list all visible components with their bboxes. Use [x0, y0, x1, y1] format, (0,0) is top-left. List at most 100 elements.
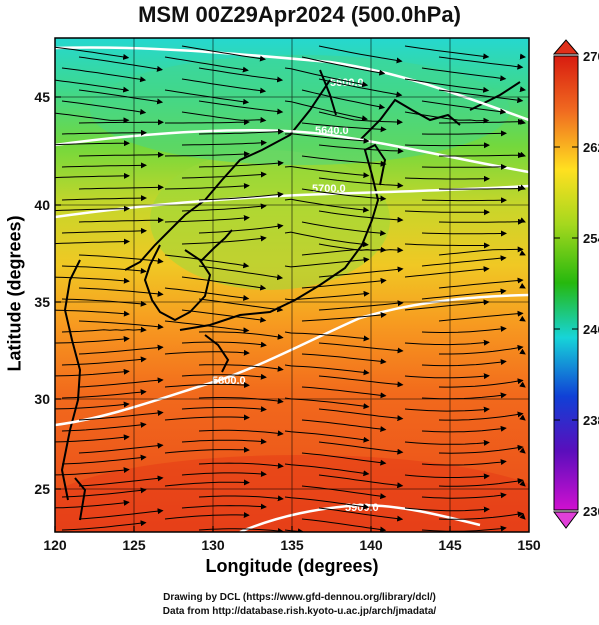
streamline — [78, 508, 164, 520]
colorbar-tick-262: 262 — [583, 140, 599, 155]
streamline — [421, 425, 507, 433]
streamline — [404, 45, 490, 60]
streamline — [164, 349, 250, 356]
streamline — [404, 175, 490, 182]
streamline — [181, 503, 267, 510]
streamline — [164, 446, 250, 454]
streamline — [61, 389, 147, 399]
streamline — [404, 339, 490, 346]
streamline — [421, 492, 507, 499]
streamline — [439, 344, 524, 355]
streamline — [438, 246, 524, 256]
streamline — [164, 254, 250, 269]
streamline — [421, 67, 507, 82]
streamline — [301, 122, 387, 133]
streamline — [55, 499, 130, 509]
streamline — [404, 506, 490, 513]
grid-lines — [55, 38, 529, 532]
streamline — [301, 312, 387, 322]
streamline — [438, 411, 524, 421]
streamline — [404, 473, 490, 480]
streamline — [301, 419, 387, 432]
streamline — [78, 151, 164, 158]
streamline — [78, 410, 164, 421]
streamline — [164, 182, 250, 190]
streamline — [284, 133, 370, 144]
streamline — [318, 408, 404, 422]
streamline — [78, 320, 164, 330]
colorbar-tick-270: 270 — [583, 49, 599, 64]
streamline — [55, 368, 130, 377]
streamline — [421, 525, 507, 532]
streamline — [78, 89, 164, 105]
streamline — [404, 78, 490, 93]
streamline — [164, 479, 250, 487]
streamline — [181, 309, 267, 323]
streamline — [164, 151, 250, 158]
streamline — [164, 56, 249, 73]
y-axis-ticks: 25 30 35 40 45 — [34, 89, 50, 497]
streamline — [55, 205, 130, 212]
streamline — [421, 255, 507, 267]
streamline — [284, 165, 370, 179]
y-tick-30: 30 — [34, 391, 50, 407]
streamline — [78, 287, 164, 297]
streamline — [284, 100, 368, 122]
streamline — [301, 89, 386, 110]
streamline — [318, 300, 404, 311]
streamline — [284, 67, 369, 88]
streamline — [61, 100, 147, 115]
x-axis-ticks: 120 125 130 135 140 145 150 — [43, 537, 541, 553]
x-tick-145: 145 — [438, 537, 462, 553]
colorbar-tick-246: 246 — [583, 322, 599, 337]
streamline — [61, 129, 147, 136]
streamline — [61, 162, 147, 169]
streamline — [318, 474, 404, 489]
streamline — [181, 438, 267, 445]
streamline — [61, 356, 147, 366]
streamline — [301, 353, 387, 365]
streamline — [438, 511, 524, 520]
streamline — [164, 287, 250, 301]
streamline — [164, 414, 250, 421]
colorbar-tick-238: 238 — [583, 413, 599, 428]
streamline — [438, 378, 524, 388]
streamline — [78, 184, 164, 191]
x-tick-120: 120 — [43, 537, 67, 553]
streamline — [165, 119, 250, 126]
streamline — [421, 392, 507, 400]
streamline — [404, 406, 490, 413]
streamline — [404, 209, 490, 216]
streamline — [438, 185, 524, 192]
streamline — [318, 441, 404, 455]
streamline — [284, 430, 370, 443]
streamline — [55, 140, 130, 147]
streamline — [78, 217, 164, 224]
streamline — [318, 375, 404, 388]
streamline — [439, 152, 524, 159]
x-tick-150: 150 — [517, 537, 541, 553]
streamline — [318, 144, 404, 154]
x-tick-135: 135 — [280, 537, 304, 553]
streamline — [301, 452, 387, 466]
streamline — [181, 78, 267, 94]
contour-label-1: 5600.0 — [330, 77, 364, 89]
streamline — [421, 197, 507, 204]
streamline — [61, 67, 147, 83]
colorbar-tick-254: 254 — [583, 231, 599, 246]
streamline — [55, 309, 130, 317]
streamline — [284, 290, 370, 301]
streamline — [164, 215, 250, 223]
y-tick-45: 45 — [34, 89, 50, 105]
streamline — [181, 45, 266, 62]
streamline — [318, 266, 404, 278]
x-tick-140: 140 — [359, 537, 383, 553]
streamline — [301, 277, 387, 289]
streamline — [61, 326, 147, 333]
y-tick-35: 35 — [34, 294, 50, 310]
streamline — [404, 111, 490, 124]
streamline — [301, 485, 387, 500]
streamline — [318, 45, 403, 64]
streamline — [318, 342, 404, 354]
streamline — [301, 246, 387, 256]
